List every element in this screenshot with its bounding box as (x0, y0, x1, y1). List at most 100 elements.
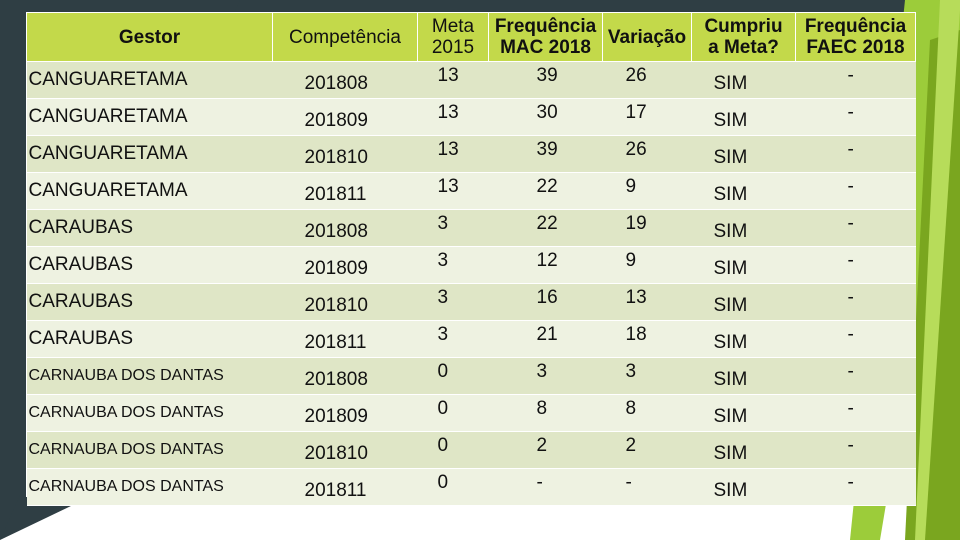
freq-faec-value: - (847, 472, 854, 493)
cell-variacao: 9 (602, 246, 692, 284)
header-freq-mac-line1: Frequência (494, 16, 597, 37)
meta-value: 3 (437, 250, 449, 271)
cell-variacao: 13 (602, 283, 692, 321)
cell-gestor: CARNAUBA DOS DANTAS (26, 357, 273, 395)
freq-mac-value: - (536, 472, 543, 493)
competencia-value: 201811 (304, 332, 367, 353)
cell-gestor: CARAUBAS (26, 209, 273, 247)
freq-faec-value: - (847, 65, 854, 86)
cell-competencia: 201810 (272, 431, 418, 469)
table-row: CARNAUBA DOS DANTAS 201809 0 8 8 SIM - (26, 394, 916, 432)
cumpriu-value: SIM (713, 73, 748, 94)
competencia-value: 201809 (304, 110, 368, 131)
cell-cumpriu: SIM (691, 320, 796, 358)
freq-mac-value: 12 (536, 250, 558, 271)
freq-mac-value: 3 (536, 361, 548, 382)
cell-variacao: 19 (602, 209, 692, 247)
cell-cumpriu: SIM (691, 357, 796, 395)
cell-freq-mac: 39 (488, 135, 603, 173)
freq-mac-value: 30 (536, 102, 558, 123)
header-competencia: Competência (272, 12, 418, 62)
freq-faec-value: - (847, 139, 854, 160)
variacao-value: 19 (625, 213, 647, 234)
data-table-container: Gestor Competência Meta 2015 Frequência … (26, 12, 916, 506)
table-row: CANGUARETAMA 201811 13 22 9 SIM - (26, 172, 916, 210)
table-row: CARNAUBA DOS DANTAS 201808 0 3 3 SIM - (26, 357, 916, 395)
header-freq-faec: Frequência FAEC 2018 (795, 12, 916, 62)
cell-gestor: CARAUBAS (26, 283, 273, 321)
freq-mac-value: 39 (536, 139, 558, 160)
cumpriu-value: SIM (713, 406, 748, 427)
cumpriu-value: SIM (713, 443, 748, 464)
cell-freq-faec: - (795, 61, 916, 99)
meta-value: 3 (437, 213, 449, 234)
cell-cumpriu: SIM (691, 283, 796, 321)
freq-faec-value: - (847, 398, 854, 419)
freq-faec-value: - (847, 324, 854, 345)
meta-value: 3 (437, 324, 449, 345)
header-cumpriu-line1: Cumpriu (704, 16, 783, 37)
cell-variacao: 18 (602, 320, 692, 358)
cell-freq-mac: 12 (488, 246, 603, 284)
cell-cumpriu: SIM (691, 431, 796, 469)
meta-value: 0 (437, 472, 449, 493)
cell-cumpriu: SIM (691, 61, 796, 99)
meta-value: 13 (437, 102, 459, 123)
cell-gestor: CARAUBAS (26, 246, 273, 284)
cell-freq-faec: - (795, 135, 916, 173)
table-row: CANGUARETAMA 201809 13 30 17 SIM - (26, 98, 916, 136)
header-freq-faec-line1: Frequência (804, 16, 907, 37)
freq-mac-value: 39 (536, 65, 558, 86)
cell-freq-faec: - (795, 283, 916, 321)
header-meta-line2: 2015 (431, 37, 475, 58)
freq-mac-value: 8 (536, 398, 548, 419)
table-row: CARAUBAS 201808 3 22 19 SIM - (26, 209, 916, 247)
meta-value: 13 (437, 176, 459, 197)
header-freq-mac-line2: MAC 2018 (500, 37, 591, 58)
cell-freq-faec: - (795, 320, 916, 358)
green-stripe-thin (915, 0, 960, 540)
table-row: CARNAUBA DOS DANTAS 201810 0 2 2 SIM - (26, 431, 916, 469)
competencia-value: 201810 (304, 147, 368, 168)
competencia-value: 201808 (304, 221, 368, 242)
cell-competencia: 201808 (272, 61, 418, 99)
cell-gestor: CANGUARETAMA (26, 135, 273, 173)
header-variacao: Variação (602, 12, 692, 62)
cell-freq-mac: 39 (488, 61, 603, 99)
cell-freq-faec: - (795, 98, 916, 136)
cell-cumpriu: SIM (691, 209, 796, 247)
cumpriu-value: SIM (713, 258, 748, 279)
cell-meta: 3 (417, 246, 489, 284)
cell-meta: 0 (417, 394, 489, 432)
cell-freq-mac: 16 (488, 283, 603, 321)
cell-cumpriu: SIM (691, 135, 796, 173)
cell-cumpriu: SIM (691, 468, 796, 506)
table-header: Gestor Competência Meta 2015 Frequência … (26, 12, 916, 62)
header-variacao-label: Variação (607, 26, 687, 48)
cell-competencia: 201808 (272, 209, 418, 247)
cell-cumpriu: SIM (691, 246, 796, 284)
cell-gestor: CARNAUBA DOS DANTAS (26, 431, 273, 469)
freq-faec-value: - (847, 250, 854, 271)
cell-meta: 0 (417, 468, 489, 506)
variacao-value: 8 (625, 398, 637, 419)
cell-meta: 0 (417, 357, 489, 395)
cell-variacao: 8 (602, 394, 692, 432)
header-freq-mac: Frequência MAC 2018 (488, 12, 603, 62)
freq-mac-value: 2 (536, 435, 548, 456)
competencia-value: 201811 (304, 184, 367, 205)
cell-freq-faec: - (795, 172, 916, 210)
cumpriu-value: SIM (713, 332, 748, 353)
competencia-value: 201810 (304, 443, 368, 464)
meta-value: 0 (437, 435, 449, 456)
data-table: Gestor Competência Meta 2015 Frequência … (26, 12, 916, 506)
cell-gestor: CANGUARETAMA (26, 61, 273, 99)
competencia-value: 201808 (304, 73, 368, 94)
cell-meta: 0 (417, 431, 489, 469)
cell-freq-mac: 8 (488, 394, 603, 432)
table-row: CARAUBAS 201810 3 16 13 SIM - (26, 283, 916, 321)
cell-freq-mac: 21 (488, 320, 603, 358)
cell-cumpriu: SIM (691, 394, 796, 432)
cell-meta: 13 (417, 98, 489, 136)
cell-competencia: 201809 (272, 246, 418, 284)
